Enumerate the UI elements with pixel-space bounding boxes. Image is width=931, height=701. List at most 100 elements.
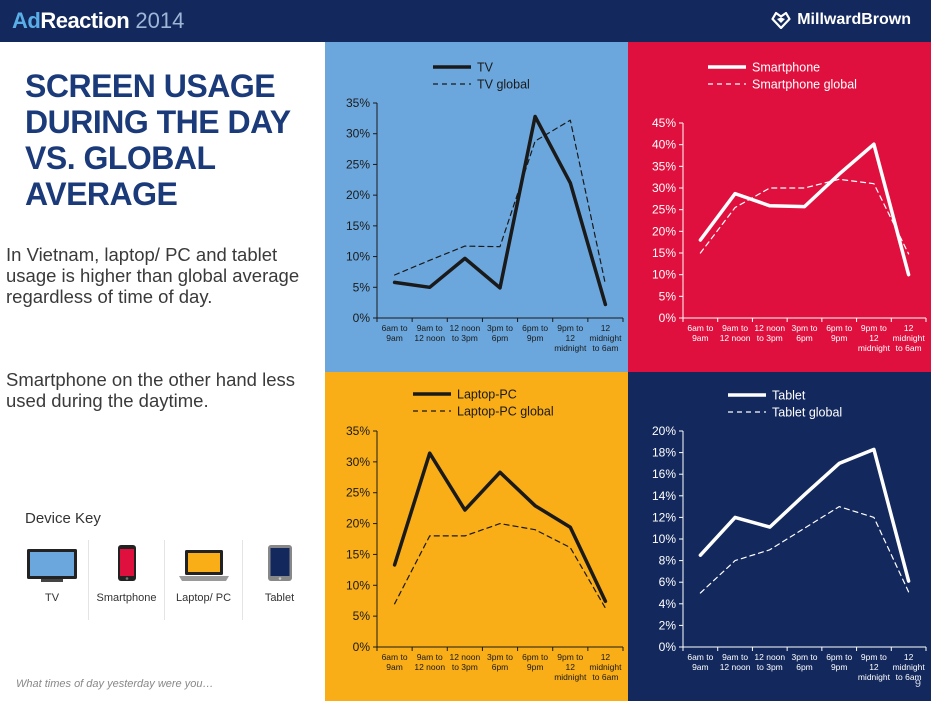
device-key-label: TV	[44, 592, 60, 604]
x-tick-label-line: midnight	[554, 343, 587, 353]
device-key-tablet: Tablet	[242, 540, 316, 620]
x-tick-label: 12 noon to 3pm	[754, 652, 785, 672]
y-tick-label: 20%	[346, 188, 370, 202]
y-tick-label: 6%	[659, 575, 677, 589]
legend-label: Tablet global	[772, 406, 842, 420]
x-tick-label-line: 9am	[692, 333, 709, 343]
y-tick-label: 25%	[652, 203, 676, 217]
x-tick-label-line: to 6am	[896, 343, 922, 353]
series-line-laptop-pc-global	[393, 523, 606, 609]
device-key-label: Laptop/ PC	[175, 592, 232, 604]
y-tick-label: 20%	[652, 424, 676, 438]
x-tick-label-line: 6pm to	[522, 652, 548, 662]
x-tick-label-line: 12	[601, 652, 611, 662]
y-tick-label: 18%	[652, 446, 676, 460]
x-tick-label: 6pm to 9pm	[522, 652, 548, 672]
slide-title: SCREEN USAGE DURING THE DAY VS. GLOBAL A…	[25, 68, 291, 212]
device-key-tv: TV	[16, 540, 88, 620]
left-panel: SCREEN USAGE DURING THE DAY VS. GLOBAL A…	[0, 42, 325, 701]
y-tick-label: 12%	[652, 510, 676, 524]
x-tick-label-line: 9am to	[722, 652, 748, 662]
x-tick-label: 9pm to 12 midnight	[858, 323, 891, 353]
y-tick-label: 30%	[652, 181, 676, 195]
tv-chart-panel: TV TV global 0% 5% 10% 15% 20% 25% 30% 35% 6am to 9…	[325, 42, 628, 372]
x-tick-label-line: 9pm to	[861, 652, 887, 662]
x-tick-label-line: 12	[601, 323, 611, 333]
x-tick-label-line: 9pm	[831, 333, 848, 343]
x-tick-label: 12 midnight to 6am	[893, 323, 926, 353]
footnote: What times of day yesterday were you…	[16, 678, 214, 690]
x-tick-label-line: 6pm to	[826, 652, 852, 662]
x-tick-label-line: to 6am	[592, 343, 618, 353]
x-tick-label-line: 12 noon	[720, 333, 751, 343]
x-tick-label-line: midnight	[893, 333, 926, 343]
tablet-icon	[268, 545, 292, 581]
y-tick-label: 35%	[652, 159, 676, 173]
x-tick-label-line: 9pm to	[557, 323, 583, 333]
y-tick-label: 10%	[346, 250, 370, 264]
x-tick-label-line: 12 noon	[754, 323, 785, 333]
logo-text: MillwardBrown	[797, 11, 911, 28]
series-line-tv	[392, 114, 608, 307]
brand-year: 2014	[129, 8, 185, 33]
x-tick-label-line: to 3pm	[757, 662, 783, 672]
y-tick-label: 4%	[659, 597, 677, 611]
smartphone-chart: Smartphone Smartphone global 0% 5% 10% 15% 20%…	[652, 61, 927, 353]
x-tick-label: 12 midnight to 6am	[893, 652, 926, 682]
x-tick-label-line: 9pm to	[557, 652, 583, 662]
y-tick-label: 8%	[659, 554, 677, 568]
x-tick-label-line: 6am to	[687, 323, 713, 333]
y-tick-label: 35%	[346, 424, 370, 438]
y-tick-label: 40%	[652, 138, 676, 152]
series-line-tablet-global	[699, 506, 910, 594]
x-tick-label-line: to 3pm	[757, 333, 783, 343]
x-tick-label: 3pm to 6pm	[487, 652, 513, 672]
y-tick-label: 2%	[659, 618, 677, 632]
legend-label: Laptop-PC	[457, 388, 517, 402]
x-tick-label: 6am to 9am	[382, 323, 408, 343]
x-tick-label: 6am to 9am	[687, 323, 713, 343]
x-tick-label-line: 6am to	[382, 323, 408, 333]
x-tick-label-line: 9pm to	[861, 323, 887, 333]
x-tick-label: 6pm to 9pm	[826, 323, 852, 343]
x-tick-label-line: 12	[566, 662, 576, 672]
x-tick-label: 6am to 9am	[687, 652, 713, 672]
x-tick-label: 12 noon to 3pm	[754, 323, 785, 343]
legend-label: TV	[477, 61, 494, 75]
x-tick-label-line: 9am	[386, 662, 403, 672]
device-key-laptop: Laptop/ PC	[164, 540, 242, 620]
y-tick-label: 25%	[346, 486, 370, 500]
header-bar: AdReaction 2014 MillwardBrown	[0, 0, 931, 42]
device-key-label: Smartphone	[96, 592, 157, 604]
y-tick-label: 5%	[659, 289, 677, 303]
y-tick-label: 25%	[346, 157, 370, 171]
y-tick-label: 10%	[652, 268, 676, 282]
x-tick-label-line: midnight	[858, 672, 891, 682]
x-tick-label-line: 6pm	[796, 662, 813, 672]
x-tick-label-line: 9pm	[527, 333, 544, 343]
x-tick-label: 9am to 12 noon	[414, 323, 445, 343]
x-tick-label-line: 12	[904, 323, 914, 333]
smartphone-icon	[118, 545, 136, 581]
x-tick-label-line: 3pm to	[487, 323, 513, 333]
device-key-label: Tablet	[264, 592, 295, 604]
x-tick-label-line: midnight	[893, 662, 926, 672]
series-line-laptop-pc	[392, 451, 608, 604]
device-key-smartphone: Smartphone	[88, 540, 164, 620]
insight-paragraph-1: In Vietnam, laptop/ PC and tablet usage …	[6, 244, 300, 307]
brand-title: AdReaction 2014	[12, 8, 184, 34]
x-tick-label-line: 12 noon	[720, 662, 751, 672]
y-tick-label: 30%	[346, 127, 370, 141]
x-tick-label: 9pm to 12 midnight	[554, 323, 587, 353]
y-tick-label: 35%	[346, 96, 370, 110]
x-tick-label-line: 6pm to	[522, 323, 548, 333]
x-tick-label: 9am to 12 noon	[720, 652, 751, 672]
x-tick-label-line: 12 noon	[754, 652, 785, 662]
insight-paragraph-2: Smartphone on the other hand less used d…	[6, 369, 295, 411]
x-tick-label-line: midnight	[858, 343, 891, 353]
y-tick-label: 10%	[652, 532, 676, 546]
x-tick-label: 3pm to 6pm	[792, 323, 818, 343]
x-tick-label-line: 9am to	[722, 323, 748, 333]
y-tick-label: 14%	[652, 489, 676, 503]
